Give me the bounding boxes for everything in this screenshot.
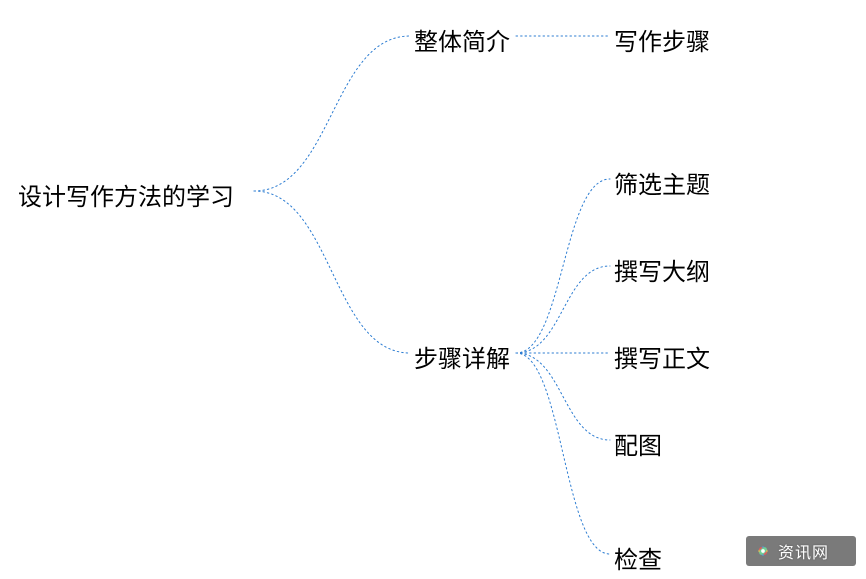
connector-root-b2 [254, 191, 410, 353]
watermark-flower-icon [752, 540, 774, 562]
connector-root-b1 [254, 36, 410, 191]
connector-b2-l2_4 [516, 353, 610, 440]
mindmap-node-l2_5: 检查 [614, 540, 662, 575]
mindmap-node-b1: 整体简介 [414, 22, 510, 57]
mindmap-node-b2: 步骤详解 [414, 339, 510, 374]
mindmap-node-l1_1: 写作步骤 [614, 22, 710, 57]
watermark: 资讯网 [746, 536, 856, 566]
mindmap-node-l2_4: 配图 [614, 426, 662, 461]
mindmap-node-l2_1: 筛选主题 [614, 165, 710, 200]
watermark-text: 资讯网 [778, 539, 829, 563]
mindmap-node-l2_3: 撰写正文 [614, 339, 710, 374]
mindmap-node-l2_2: 撰写大纲 [614, 252, 710, 287]
mindmap-node-root: 设计写作方法的学习 [18, 177, 234, 212]
connector-b2-l2_1 [516, 179, 610, 353]
connector-b2-l2_2 [516, 266, 610, 353]
mindmap-connectors [0, 0, 866, 579]
connector-b2-l2_5 [516, 353, 610, 554]
